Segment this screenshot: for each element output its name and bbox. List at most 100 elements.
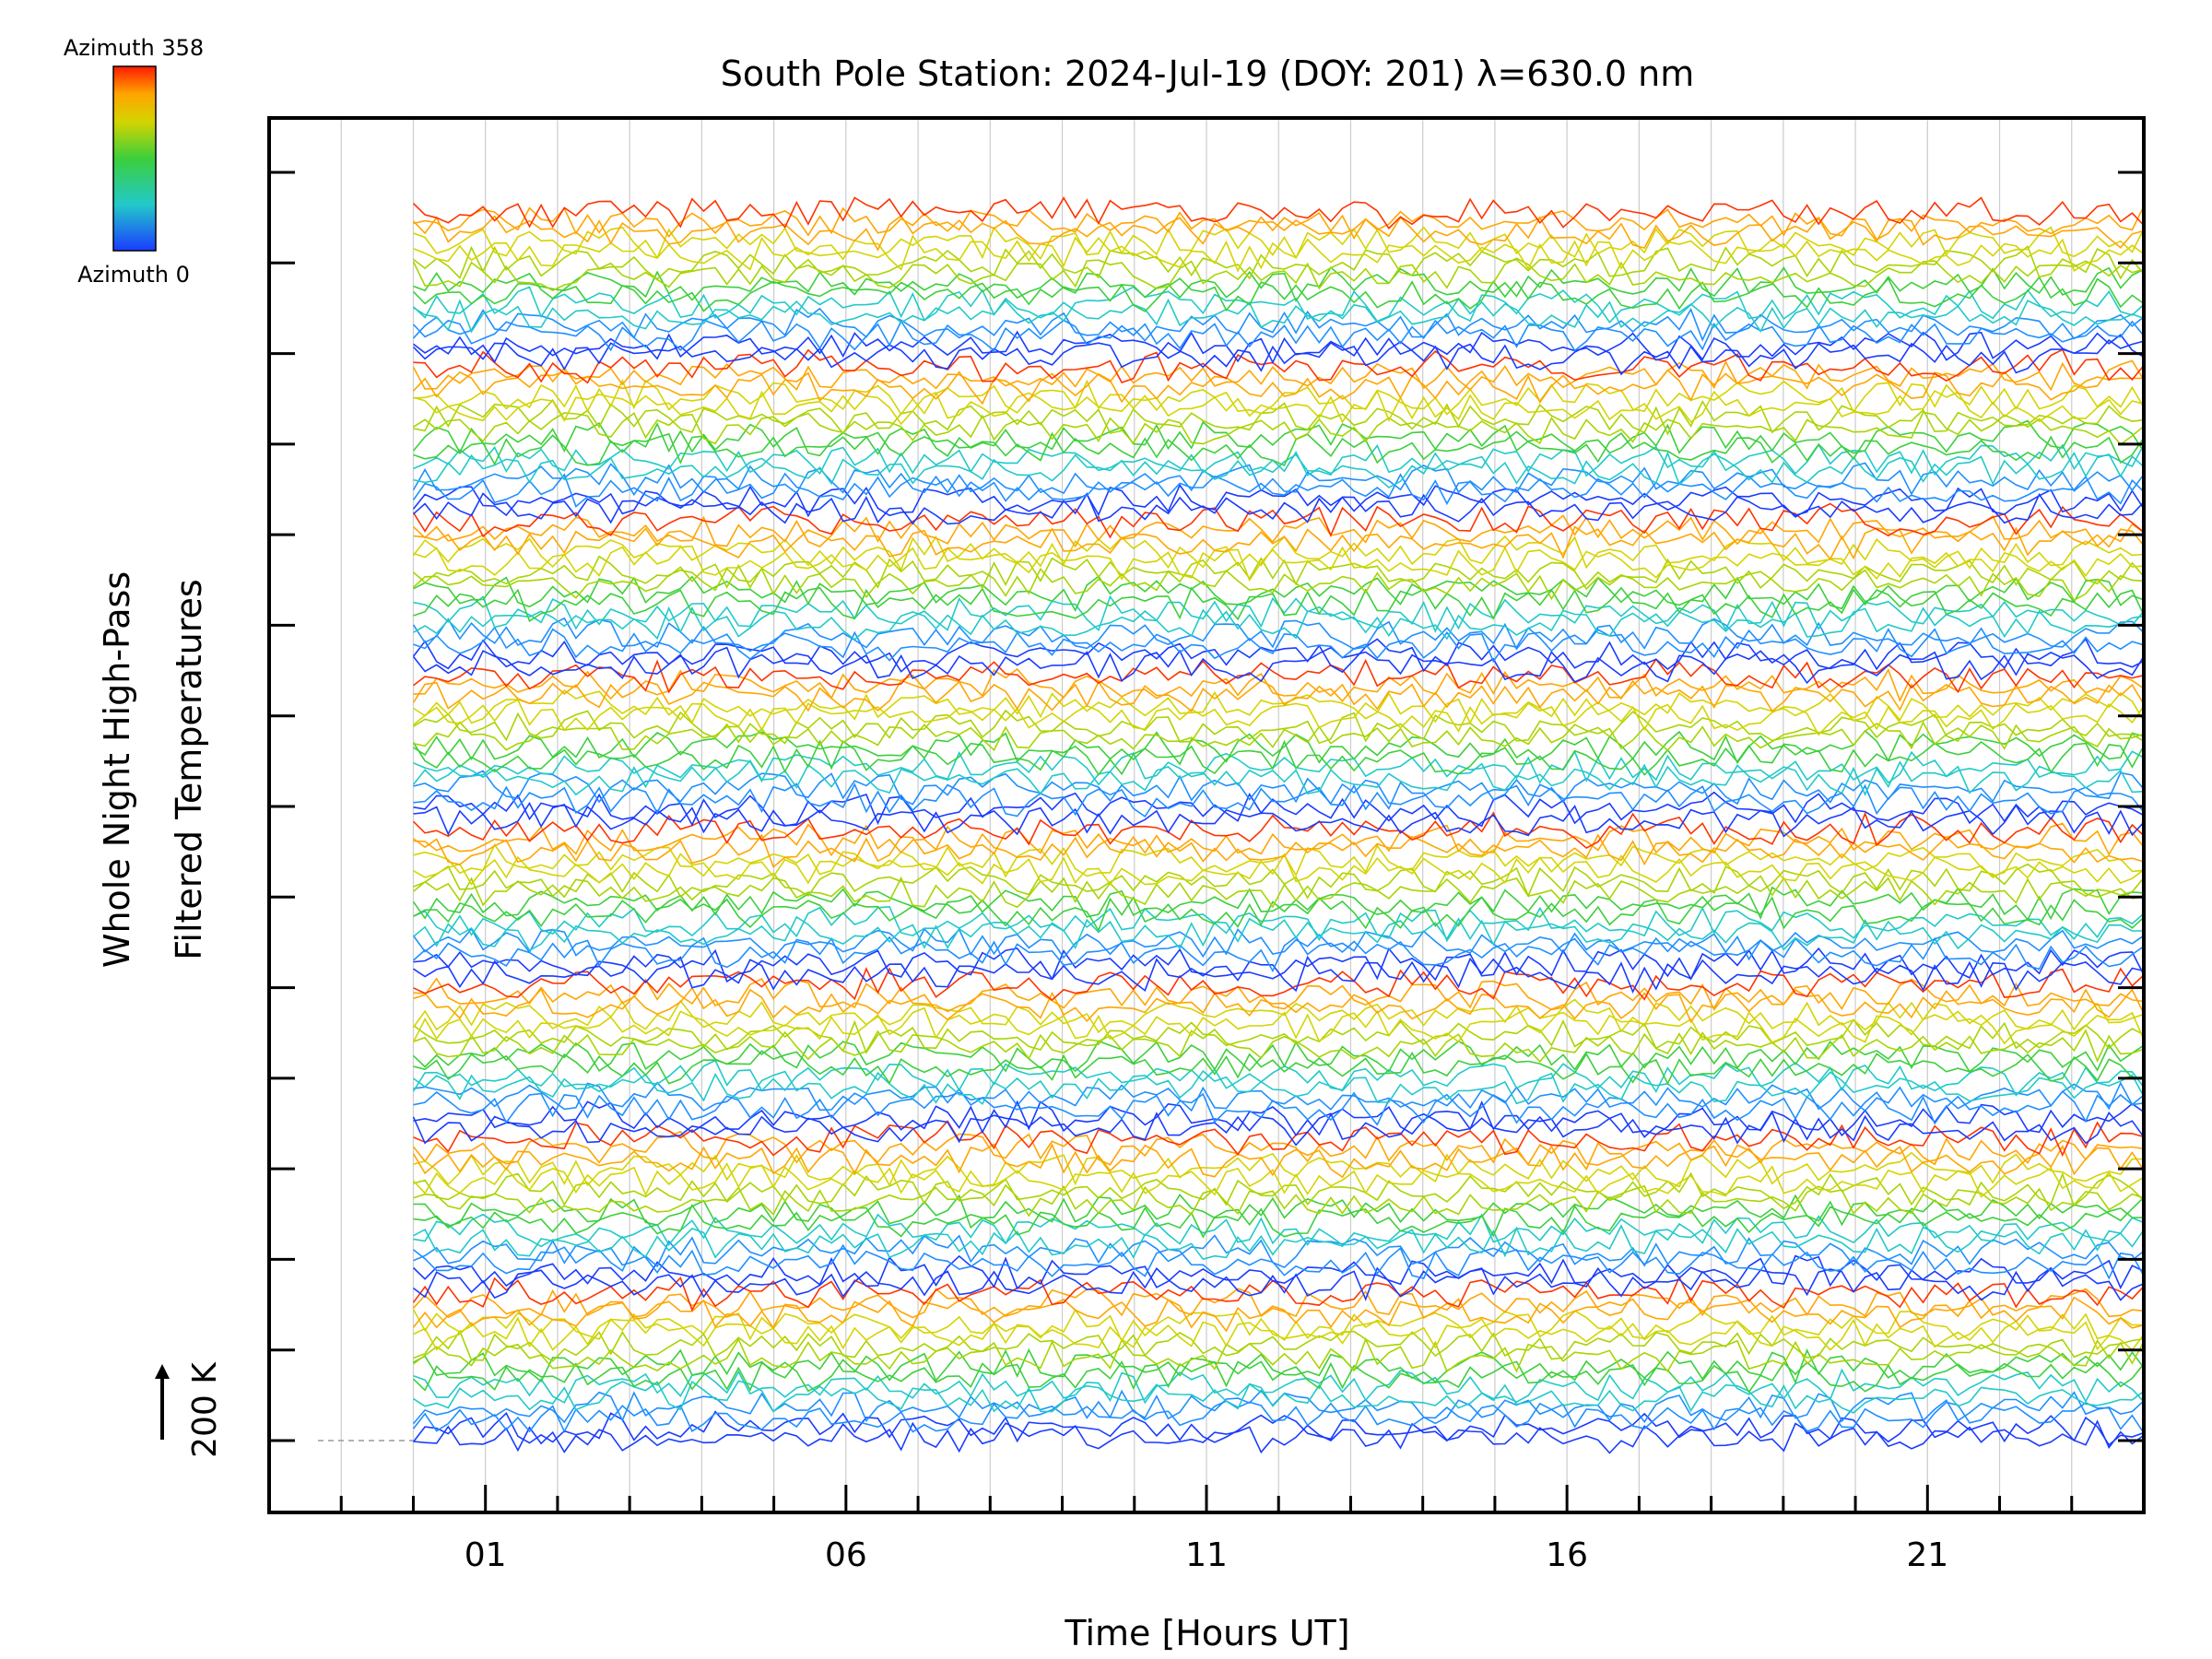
- trace-101: [413, 379, 2144, 416]
- trace-88: [412, 514, 2144, 548]
- trace-52: [412, 886, 2144, 922]
- trace-104: [413, 348, 2144, 384]
- trace-72: [412, 679, 2144, 712]
- trace-97: [412, 419, 2144, 457]
- trace-40: [412, 1006, 2144, 1045]
- trace-74: [413, 657, 2144, 694]
- trace-66: [412, 739, 2144, 776]
- trace-21: [413, 1204, 2144, 1239]
- trace-95: [413, 443, 2144, 477]
- x-tick-label-16: 16: [1546, 1536, 1588, 1574]
- trace-32: [413, 1089, 2144, 1126]
- trace-35: [412, 1059, 2144, 1097]
- scale-reference-label: 200 K: [186, 1361, 224, 1458]
- x-tick-label-06: 06: [825, 1536, 867, 1574]
- trace-20: [413, 1213, 2144, 1248]
- trace-58: [413, 822, 2144, 857]
- trace-110: [412, 286, 2144, 324]
- trace-87: [413, 525, 2144, 560]
- trace-48: [412, 927, 2144, 961]
- trace-2: [412, 1400, 2144, 1434]
- y-axis-label-line-1: Whole Night High-Pass: [97, 571, 137, 968]
- trace-68: [413, 721, 2144, 752]
- trace-41: [412, 998, 2144, 1034]
- trace-44: [413, 967, 2144, 1002]
- trace-86: [412, 535, 2144, 571]
- trace-111: [412, 276, 2144, 312]
- scale-arrow-head: [155, 1364, 170, 1379]
- trace-57: [413, 832, 2144, 868]
- y-axis-ticks: [269, 171, 2144, 1442]
- chart-title: South Pole Station: 2024-Jul-19 (DOY: 20…: [721, 53, 1695, 94]
- trace-82: [413, 575, 2144, 612]
- trace-18: [413, 1234, 2144, 1269]
- x-axis-tick-labels: 01 06 11 16 21: [465, 1536, 1948, 1574]
- trace-51: [413, 895, 2144, 933]
- trace-75: [412, 646, 2144, 685]
- trace-25: [412, 1162, 2144, 1198]
- trace-23: [413, 1183, 2144, 1218]
- trace-115: [413, 234, 2144, 273]
- colorbar: Azimuth 358 Azimuth 0: [64, 35, 204, 288]
- trace-73: [413, 667, 2144, 702]
- trace-76: [412, 637, 2144, 674]
- trace-30: [412, 1111, 2144, 1147]
- trace-81: [413, 586, 2144, 623]
- trace-31: [413, 1100, 2144, 1137]
- trace-92: [412, 472, 2144, 508]
- trace-7: [413, 1347, 2144, 1385]
- temperature-traces: [412, 196, 2144, 1454]
- trace-61: [413, 791, 2144, 828]
- trace-91: [412, 483, 2144, 518]
- trace-8: [413, 1337, 2144, 1373]
- trace-36: [413, 1050, 2144, 1086]
- trace-43: [413, 977, 2144, 1013]
- trace-117: [412, 215, 2144, 252]
- trace-65: [413, 749, 2144, 786]
- trace-4: [413, 1380, 2144, 1414]
- trace-0: [413, 1419, 2144, 1454]
- colorbar-top-label: Azimuth 358: [64, 35, 204, 61]
- trace-37: [412, 1040, 2144, 1073]
- trace-112: [413, 265, 2144, 303]
- colorbar-bottom-label: Azimuth 0: [77, 262, 190, 288]
- trace-62: [413, 781, 2144, 818]
- trace-77: [413, 626, 2144, 664]
- trace-46: [413, 947, 2144, 983]
- trace-108: [412, 307, 2144, 342]
- trace-63: [413, 770, 2144, 806]
- trace-19: [413, 1224, 2144, 1261]
- trace-54: [413, 863, 2144, 900]
- grid-lines: [340, 118, 2073, 1512]
- trace-47: [412, 935, 2144, 973]
- trace-89: [412, 502, 2144, 539]
- trace-116: [413, 226, 2144, 261]
- trace-71: [413, 689, 2144, 725]
- trace-106: [413, 330, 2144, 365]
- x-tick-label-21: 21: [1906, 1536, 1948, 1574]
- trace-17: [413, 1243, 2144, 1280]
- trace-85: [413, 545, 2144, 582]
- trace-34: [413, 1069, 2144, 1105]
- trace-100: [413, 389, 2144, 426]
- trace-102: [412, 369, 2144, 406]
- colorbar-gradient: [112, 65, 157, 252]
- trace-6: [412, 1359, 2144, 1394]
- trace-15: [413, 1266, 2144, 1301]
- trace-27: [412, 1142, 2144, 1179]
- trace-42: [413, 986, 2144, 1024]
- trace-11: [412, 1308, 2144, 1343]
- trace-26: [413, 1151, 2144, 1188]
- trace-50: [413, 905, 2144, 943]
- x-tick-label-11: 11: [1185, 1536, 1228, 1574]
- trace-94: [413, 451, 2144, 488]
- trace-29: [413, 1120, 2144, 1158]
- trace-33: [413, 1081, 2144, 1112]
- x-tick-label-01: 01: [465, 1536, 507, 1574]
- x-axis-ticks: [339, 1485, 2074, 1512]
- trace-103: [412, 359, 2144, 392]
- trace-59: [412, 811, 2144, 850]
- trace-84: [412, 555, 2144, 591]
- trace-98: [413, 411, 2144, 446]
